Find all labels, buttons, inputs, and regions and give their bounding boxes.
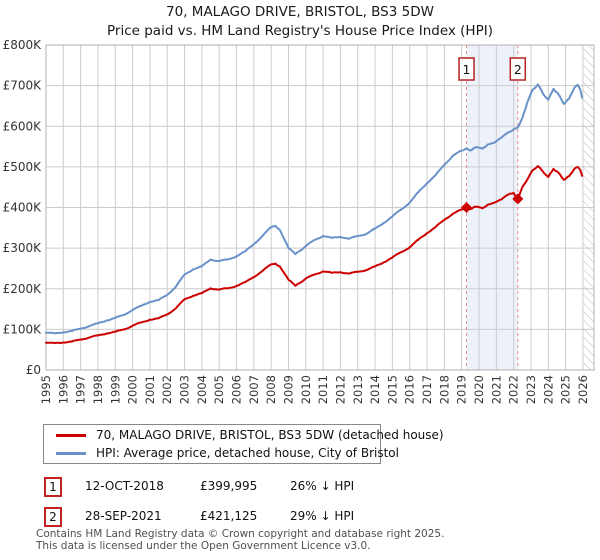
x-axis-tick-label: 2018 bbox=[437, 375, 451, 404]
x-axis-tick-label: 2011 bbox=[316, 375, 330, 404]
transaction-row-1: 1 12-OCT-2018 £399,995 26% ↓ HPI bbox=[0, 477, 600, 497]
x-axis-tick-label: 2023 bbox=[524, 375, 538, 404]
x-axis-tick-label: 2002 bbox=[160, 375, 174, 404]
y-axis-tick-label: £500K bbox=[3, 160, 43, 174]
x-axis-tick-label: 2003 bbox=[178, 375, 192, 404]
legend-item-hpi: HPI: Average price, detached house, City… bbox=[44, 446, 399, 461]
sale-point-diamond bbox=[512, 193, 524, 205]
x-axis-tick-label: 2010 bbox=[299, 375, 313, 404]
x-axis-tick-label: 2013 bbox=[351, 375, 365, 404]
sale-number-box bbox=[458, 57, 475, 81]
transaction-row-2: 2 28-SEP-2021 £421,125 29% ↓ HPI bbox=[0, 507, 600, 527]
transaction-1-number-badge: 1 bbox=[44, 477, 62, 497]
page-title: 70, MALAGO DRIVE, BRISTOL, BS3 5DW bbox=[166, 4, 434, 20]
x-axis-tick-label: 1995 bbox=[39, 375, 53, 404]
legend-label-hpi: HPI: Average price, detached house, City… bbox=[96, 446, 399, 460]
x-axis-tick-label: 2007 bbox=[247, 375, 261, 404]
y-axis-tick-label: £400K bbox=[3, 201, 43, 215]
x-axis-tick-label: 2009 bbox=[281, 375, 295, 404]
footer-line-1: Contains HM Land Registry data © Crown c… bbox=[36, 528, 445, 540]
price-history-chart: 1 2 £0 £100K £200K £300K £400K £500K £600K £700K £… bbox=[3, 38, 595, 404]
y-axis-tick-label: £200K bbox=[3, 282, 43, 296]
property-price-line bbox=[45, 165, 584, 345]
sale-number-box bbox=[509, 57, 527, 81]
x-axis-tick-label: 2020 bbox=[472, 375, 486, 404]
future-hatch-region bbox=[582, 45, 594, 370]
x-axis-tick-label: 2012 bbox=[333, 375, 347, 404]
transaction-1-date: 12-OCT-2018 bbox=[85, 479, 164, 493]
transaction-1-price: £399,995 bbox=[200, 479, 258, 493]
x-axis-tick-label: 1998 bbox=[91, 375, 105, 404]
page-subtitle: Price paid vs. HM Land Registry's House … bbox=[107, 23, 493, 39]
x-axis-tick-label: 1996 bbox=[56, 375, 70, 404]
y-axis-tick-label: £0 bbox=[26, 363, 41, 377]
x-axis-tick-label: 1999 bbox=[108, 375, 122, 404]
transaction-2-date: 28-SEP-2021 bbox=[85, 509, 162, 523]
legend-item-property: 70, MALAGO DRIVE, BRISTOL, BS3 5DW (deta… bbox=[44, 428, 444, 443]
x-axis-tick-label: 1997 bbox=[74, 375, 88, 404]
license-footer: Contains HM Land Registry data © Crown c… bbox=[36, 528, 596, 552]
property-line-swatch bbox=[56, 433, 86, 437]
x-axis-tick-label: 2017 bbox=[420, 375, 434, 404]
x-axis-tick-label: 2006 bbox=[230, 375, 244, 404]
sale-number-label: 1 bbox=[463, 62, 471, 77]
x-axis-tick-label: 2025 bbox=[559, 375, 573, 404]
x-axis-tick-label: 2015 bbox=[385, 375, 399, 404]
hpi-line-swatch bbox=[56, 451, 86, 455]
y-axis-tick-label: £800K bbox=[3, 38, 43, 52]
x-axis-tick-label: 2008 bbox=[264, 375, 278, 404]
x-axis-tick-label: 2024 bbox=[541, 375, 555, 404]
x-axis-tick-label: 2014 bbox=[368, 375, 382, 404]
x-axis-tick-label: 2004 bbox=[195, 375, 209, 404]
x-axis-tick-label: 2000 bbox=[126, 375, 140, 404]
y-axis-tick-label: £600K bbox=[3, 119, 43, 133]
y-axis-tick-label: £100K bbox=[3, 322, 43, 336]
y-axis-tick-label: £300K bbox=[3, 241, 43, 255]
transaction-2-number-badge: 2 bbox=[44, 507, 62, 527]
x-axis-tick-label: 2005 bbox=[212, 375, 226, 404]
hpi-line bbox=[45, 83, 584, 335]
transaction-2-hpi-diff: 29% ↓ HPI bbox=[290, 509, 355, 523]
x-axis-tick-label: 2021 bbox=[489, 375, 503, 404]
sale-point-diamond bbox=[461, 202, 473, 213]
x-axis-tick-label: 2016 bbox=[403, 375, 417, 404]
legend-label-property: 70, MALAGO DRIVE, BRISTOL, BS3 5DW (deta… bbox=[96, 428, 444, 442]
transaction-2-price: £421,125 bbox=[200, 509, 258, 523]
footer-line-2: This data is licensed under the Open Gov… bbox=[36, 539, 371, 552]
y-axis-tick-label: £700K bbox=[3, 79, 43, 93]
sale-number-label: 2 bbox=[514, 62, 522, 77]
x-axis-tick-label: 2019 bbox=[455, 375, 469, 404]
plot-frame bbox=[45, 44, 595, 371]
x-axis-tick-label: 2001 bbox=[143, 375, 157, 404]
legend: 70, MALAGO DRIVE, BRISTOL, BS3 5DW (deta… bbox=[43, 424, 444, 464]
x-axis-tick-label: 2022 bbox=[507, 375, 521, 404]
transaction-1-hpi-diff: 26% ↓ HPI bbox=[290, 479, 355, 493]
x-axis-tick-label: 2026 bbox=[576, 375, 590, 404]
